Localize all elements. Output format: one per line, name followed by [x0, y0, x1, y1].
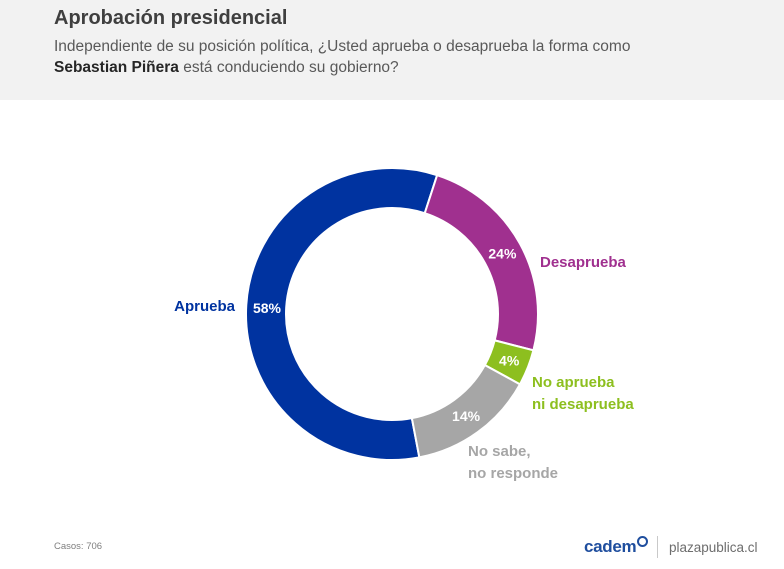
category-label-1: Aprueba [174, 298, 236, 315]
donut-slice-4 [410, 363, 522, 459]
slice-value-label-2: 24% [488, 245, 517, 261]
donut-chart: 58% Aprueba 24% Desaprueba 4% No aprueba ni de… [174, 167, 634, 482]
subtitle-president-name: Sebastian Piñera [54, 59, 179, 76]
slice-value-label-1: 58% [253, 300, 282, 316]
footer-divider [657, 536, 658, 558]
subtitle-question: Independiente de su posición política, ¿… [54, 38, 631, 55]
category-label-2: Desaprueba [540, 254, 627, 271]
header-band: Aprobación presidencial Independiente de… [0, 0, 784, 100]
cadem-logo: cadem [584, 537, 637, 556]
sample-size-note: Casos: 706 [54, 541, 103, 552]
donut-slice-2 [423, 173, 539, 352]
category-label-4: No sabe, no responde [468, 443, 558, 482]
chart-subtitle: Independiente de su posición política, ¿… [54, 36, 734, 78]
cadem-logo-circle-icon [637, 536, 648, 547]
chart-title: Aprobación presidencial [54, 7, 288, 29]
plazapublica-site: plazapublica.cl [669, 540, 758, 555]
donut-slice-1 [245, 167, 439, 461]
subtitle-question-end: está conduciendo su gobierno? [183, 59, 399, 76]
category-label-3: No aprueba ni desaprueba [532, 374, 634, 413]
slice-value-label-4: 14% [452, 408, 481, 424]
slice-value-label-3: 4% [499, 352, 520, 368]
